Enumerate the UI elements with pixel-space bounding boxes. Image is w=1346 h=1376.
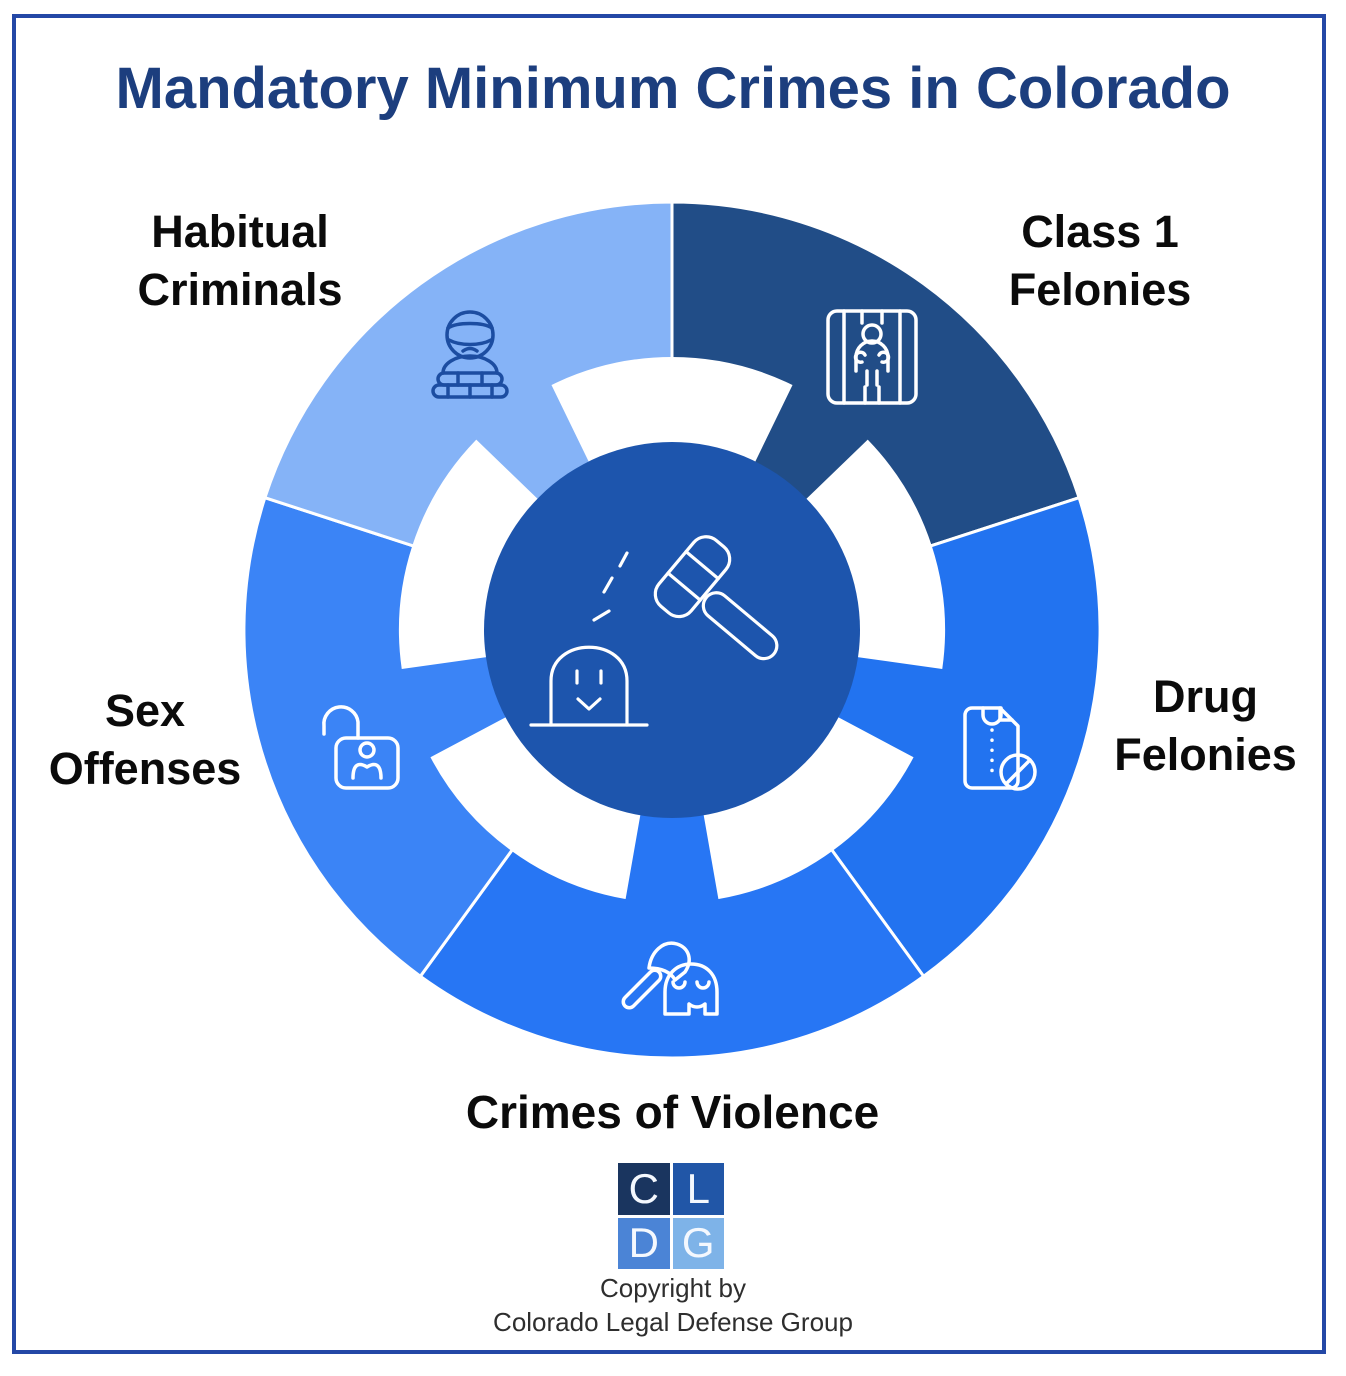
label-line: Class 1 [1021,206,1179,257]
copyright-line-2: Colorado Legal Defense Group [493,1306,853,1337]
label-line: Drug [1153,671,1258,722]
label-line: Felonies [1008,263,1192,315]
segment-label-sex-offenses: Sex Offenses [15,682,275,797]
logo-square-l: L [672,1163,724,1215]
mole-person-mouth [576,697,602,711]
logo-square-d: D [618,1217,670,1269]
gavel-head [653,535,732,619]
mole-person-body [549,645,629,727]
open-padlock-person-icon [322,705,400,790]
segment-label-class-1-felonies: Class 1 Felonies [950,203,1250,318]
axe-smashing-object-icon [621,941,719,1016]
drug-packet-prohibited-icon [963,706,1037,791]
axe-blade [647,941,691,982]
wheel-segment-crimes-of-violence [418,627,926,1060]
gavel-striking-person-icon [529,535,779,727]
logo-square-g: G [672,1217,724,1269]
label-line: Habitual [151,206,329,257]
logo-square-c: C [618,1163,670,1215]
burglar-icon [431,310,509,399]
wheel-segments-group [242,200,1102,1060]
impact-spark-lines [592,551,629,622]
label-line: Offenses [48,742,242,794]
segment-label-crimes-of-violence: Crimes of Violence [370,1083,975,1142]
prisoner-behind-bars-icon [826,309,918,405]
label-line: Criminals [137,263,343,315]
label-line: Sex [104,685,186,736]
cldg-logo: C L D G [618,1163,724,1269]
prohibition-circle [999,753,1037,791]
segment-label-habitual-criminals: Habitual Criminals [90,203,390,318]
page-title: Mandatory Minimum Crimes in Colorado [115,56,1231,121]
label-line: Crimes of Violence [465,1086,880,1138]
label-line: Felonies [1114,728,1297,780]
center-circle [484,442,860,818]
mole-person-eyes [575,669,603,685]
gavel-handle [701,591,779,661]
copyright-text: Copyright by Colorado Legal Defense Grou… [0,1272,1346,1340]
segment-label-drug-felonies: Drug Felonies [1058,668,1346,783]
copyright-line-1: Copyright by [600,1273,746,1303]
